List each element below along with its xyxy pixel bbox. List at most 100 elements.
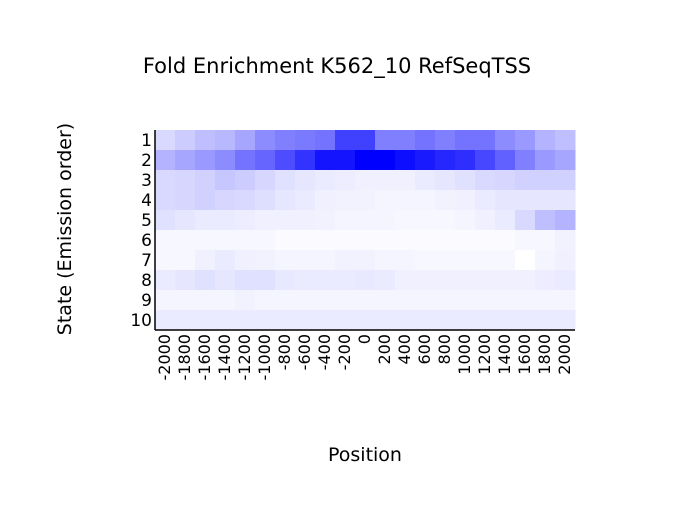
- heatmap-cell-r6-c17: [495, 230, 516, 251]
- heatmap-cell-r4-c6: [275, 190, 296, 211]
- heatmap-cell-r7-c5: [255, 250, 276, 271]
- heatmap-cell-r3-c9: [335, 170, 356, 191]
- heatmap-cell-r9-c7: [295, 290, 316, 311]
- heatmap-cell-r2-c16: [475, 150, 496, 171]
- heatmap-cell-r1-c8: [315, 130, 336, 151]
- heatmap-cell-r7-c8: [315, 250, 336, 271]
- heatmap-cell-r8-c1: [175, 270, 196, 291]
- heatmap-cell-r9-c18: [515, 290, 536, 311]
- heatmap-cell-r5-c10: [355, 210, 376, 231]
- heatmap-cell-r7-c9: [335, 250, 356, 271]
- heatmap-cell-r10-c16: [475, 310, 496, 331]
- heatmap-cell-r6-c18: [515, 230, 536, 251]
- heatmap-cell-r3-c8: [315, 170, 336, 191]
- heatmap-cell-r5-c18: [515, 210, 536, 231]
- heatmap-cell-r2-c7: [295, 150, 316, 171]
- heatmap-cell-r4-c3: [215, 190, 236, 211]
- heatmap-cell-r1-c1: [175, 130, 196, 151]
- heatmap-cell-r8-c9: [335, 270, 356, 291]
- heatmap-cell-r5-c5: [255, 210, 276, 231]
- heatmap-cell-r10-c10: [355, 310, 376, 331]
- heatmap-cell-r8-c6: [275, 270, 296, 291]
- y-tick-label: 8: [141, 271, 152, 291]
- x-tick-label: -1800: [175, 334, 194, 381]
- heatmap-cell-r5-c8: [315, 210, 336, 231]
- heatmap-cell-r8-c19: [535, 270, 556, 291]
- heatmap-cell-r7-c19: [535, 250, 556, 271]
- heatmap-cell-r6-c7: [295, 230, 316, 251]
- x-axis-label: Position: [328, 444, 402, 466]
- heatmap-cell-r1-c15: [455, 130, 476, 151]
- heatmap-cell-r7-c4: [235, 250, 256, 271]
- heatmap-cell-r2-c13: [415, 150, 436, 171]
- heatmap-cell-r5-c6: [275, 210, 296, 231]
- heatmap-cell-r9-c6: [275, 290, 296, 311]
- y-axis-label: State (Emission order): [54, 123, 76, 335]
- x-tick-label: 1400: [495, 334, 514, 375]
- y-tick-label: 7: [141, 251, 152, 271]
- x-tick-label: 1800: [535, 334, 554, 375]
- y-tick-label: 6: [141, 231, 152, 251]
- heatmap-cell-r3-c7: [295, 170, 316, 191]
- heatmap-cell-r4-c11: [375, 190, 396, 211]
- heatmap-cell-r6-c19: [535, 230, 556, 251]
- heatmap-cell-r2-c2: [195, 150, 216, 171]
- heatmap-cell-r4-c18: [515, 190, 536, 211]
- heatmap-cells: [155, 130, 576, 331]
- heatmap-cell-r2-c1: [175, 150, 196, 171]
- heatmap-cell-r4-c4: [235, 190, 256, 211]
- heatmap-cell-r1-c13: [415, 130, 436, 151]
- heatmap-cell-r4-c12: [395, 190, 416, 211]
- heatmap-cell-r4-c17: [495, 190, 516, 211]
- heatmap-cell-r10-c18: [515, 310, 536, 331]
- heatmap-cell-r5-c9: [335, 210, 356, 231]
- heatmap-cell-r7-c3: [215, 250, 236, 271]
- heatmap-cell-r8-c5: [255, 270, 276, 291]
- heatmap-cell-r7-c20: [555, 250, 576, 271]
- heatmap-cell-r1-c10: [355, 130, 376, 151]
- x-tick-label: -1200: [235, 334, 254, 381]
- heatmap-cell-r8-c11: [375, 270, 396, 291]
- heatmap-cell-r2-c17: [495, 150, 516, 171]
- heatmap-cell-r3-c17: [495, 170, 516, 191]
- heatmap-cell-r6-c15: [455, 230, 476, 251]
- x-tick-label: -1400: [215, 334, 234, 381]
- x-tick-label: -800: [275, 334, 294, 370]
- heatmap-cell-r2-c18: [515, 150, 536, 171]
- x-tick-label: 1600: [515, 334, 534, 375]
- heatmap-cell-r5-c20: [555, 210, 576, 231]
- x-tick-label: -400: [315, 334, 334, 370]
- heatmap-cell-r4-c14: [435, 190, 456, 211]
- heatmap-cell-r3-c2: [195, 170, 216, 191]
- heatmap-cell-r6-c9: [335, 230, 356, 251]
- heatmap-cell-r1-c16: [475, 130, 496, 151]
- y-tick-label: 1: [141, 131, 152, 151]
- heatmap-cell-r9-c2: [195, 290, 216, 311]
- heatmap-cell-r2-c10: [355, 150, 376, 171]
- heatmap-cell-r3-c16: [475, 170, 496, 191]
- heatmap-cell-r4-c16: [475, 190, 496, 211]
- heatmap-cell-r3-c1: [175, 170, 196, 191]
- heatmap-cell-r3-c0: [155, 170, 176, 191]
- heatmap-cell-r1-c12: [395, 130, 416, 151]
- heatmap-cell-r8-c14: [435, 270, 456, 291]
- x-tick-label: 2000: [555, 334, 574, 375]
- heatmap-cell-r7-c18: [515, 250, 536, 271]
- heatmap-cell-r9-c14: [435, 290, 456, 311]
- heatmap-cell-r7-c11: [375, 250, 396, 271]
- heatmap-cell-r9-c17: [495, 290, 516, 311]
- heatmap-cell-r5-c19: [535, 210, 556, 231]
- heatmap-cell-r2-c4: [235, 150, 256, 171]
- heatmap-cell-r6-c13: [415, 230, 436, 251]
- heatmap-cell-r9-c11: [375, 290, 396, 311]
- x-tick-label: -2000: [155, 334, 174, 381]
- heatmap-cell-r1-c7: [295, 130, 316, 151]
- y-tick-label: 2: [141, 151, 152, 171]
- x-tick-labels: -2000 -1800 -1600 -1400 -1200 -1000 -800 -600 -4…: [155, 334, 574, 381]
- heatmap-cell-r6-c4: [235, 230, 256, 251]
- heatmap-cell-r9-c9: [335, 290, 356, 311]
- heatmap-cell-r10-c6: [275, 310, 296, 331]
- heatmap-cell-r1-c19: [535, 130, 556, 151]
- heatmap-cell-r10-c11: [375, 310, 396, 331]
- heatmap-cell-r9-c0: [155, 290, 176, 311]
